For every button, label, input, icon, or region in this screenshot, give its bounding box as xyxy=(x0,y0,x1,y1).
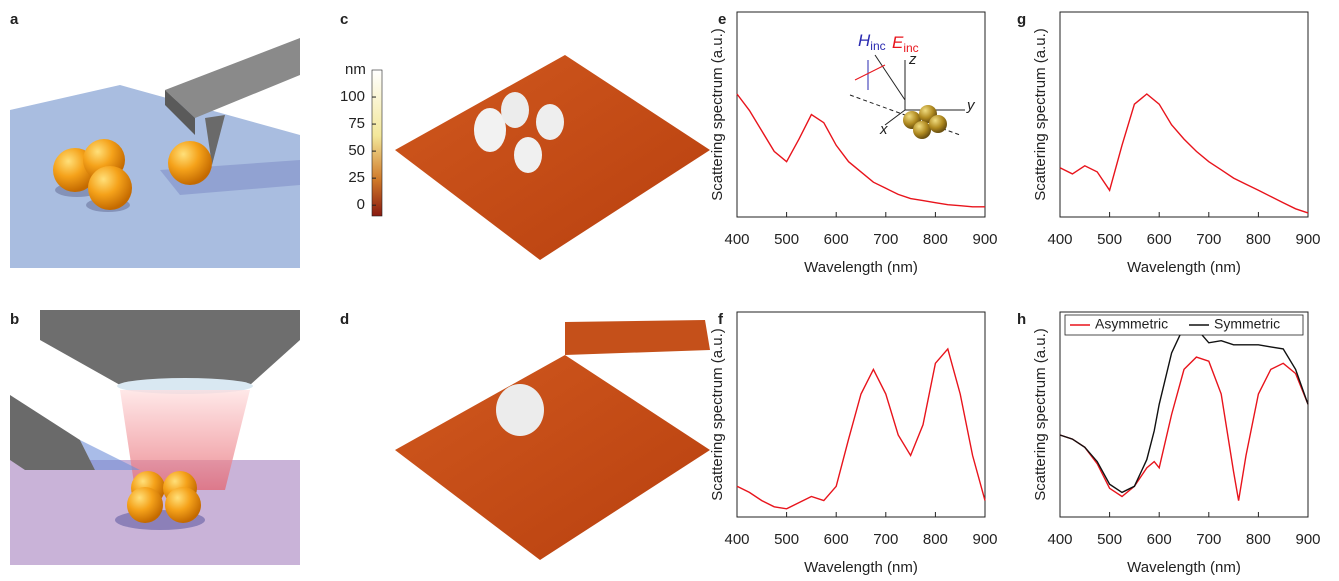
x-tick-label: 600 xyxy=(1147,531,1172,548)
panel-label: d xyxy=(340,311,349,328)
legend-label: Symmetric xyxy=(1214,316,1280,332)
illustration-b xyxy=(10,310,300,565)
x-axis-label: Wavelength (nm) xyxy=(804,559,918,576)
panel-label: f xyxy=(718,311,724,328)
x-tick-label: 900 xyxy=(1295,231,1320,248)
colorbar-tick-label: 100 xyxy=(340,88,365,105)
colorbar-tick-label: 0 xyxy=(357,196,365,213)
x-tick-label: 700 xyxy=(1196,231,1221,248)
colorbar xyxy=(372,70,382,216)
x-axis-label: Wavelength (nm) xyxy=(804,259,918,276)
x-tick-label: 900 xyxy=(1295,531,1320,548)
illustration-a xyxy=(10,38,300,268)
plot-frame xyxy=(737,312,985,517)
panel-label: h xyxy=(1017,311,1026,328)
panel-label: a xyxy=(10,11,19,28)
x-tick-label: 700 xyxy=(873,231,898,248)
colorbar-tick-label: 50 xyxy=(348,142,365,159)
afm-image-d xyxy=(395,320,710,560)
x-tick-label: 400 xyxy=(724,531,749,548)
legend-label: Asymmetric xyxy=(1095,316,1168,332)
spectrum-line xyxy=(737,349,985,509)
x-tick-label: 600 xyxy=(1147,231,1172,248)
x-tick-label: 800 xyxy=(1246,231,1271,248)
x-tick-label: 900 xyxy=(972,531,997,548)
x-tick-label: 800 xyxy=(1246,531,1271,548)
x-tick-label: 500 xyxy=(774,231,799,248)
afm-image-c xyxy=(395,55,710,260)
spectrum-line xyxy=(737,94,985,207)
axis-x-label: x xyxy=(879,121,888,138)
panel-label: b xyxy=(10,311,19,328)
x-axis-label: Wavelength (nm) xyxy=(1127,259,1241,276)
h-field-label: Hinc xyxy=(858,31,886,53)
colorbar-label: nm xyxy=(345,61,366,78)
series-line xyxy=(1060,357,1308,501)
axis-y-label: y xyxy=(966,97,976,114)
y-axis-label: Scattering spectrum (a.u.) xyxy=(1032,328,1049,501)
panel-label: g xyxy=(1017,11,1026,28)
x-tick-label: 500 xyxy=(1097,531,1122,548)
e-symbol: E xyxy=(892,33,904,52)
plot-frame xyxy=(1060,312,1308,517)
colorbar-tick-label: 25 xyxy=(348,169,365,186)
panel-label: e xyxy=(718,11,726,28)
series-line xyxy=(1060,326,1308,492)
x-tick-label: 800 xyxy=(923,231,948,248)
figure: Hinc Einc x y z a b c d e f g h nm 100 75 50 25 0 400 5… xyxy=(0,0,1339,581)
x-tick-label: 400 xyxy=(1047,531,1072,548)
x-tick-label: 900 xyxy=(972,231,997,248)
inset-e: Hinc Einc x y z xyxy=(850,31,976,139)
y-axis-label: Scattering spectrum (a.u.) xyxy=(709,28,726,201)
colorbar-tick-label: 75 xyxy=(348,115,365,132)
x-tick-label: 500 xyxy=(774,531,799,548)
h-subscript: inc xyxy=(870,39,885,53)
spectrum-line xyxy=(1060,94,1308,213)
x-tick-label: 700 xyxy=(1196,531,1221,548)
x-tick-label: 600 xyxy=(824,231,849,248)
axis-z-label: z xyxy=(908,51,917,68)
y-axis-label: Scattering spectrum (a.u.) xyxy=(709,328,726,501)
h-symbol: H xyxy=(858,31,871,50)
x-tick-label: 600 xyxy=(824,531,849,548)
x-tick-label: 400 xyxy=(1047,231,1072,248)
x-axis-label: Wavelength (nm) xyxy=(1127,559,1241,576)
y-axis-label: Scattering spectrum (a.u.) xyxy=(1032,28,1049,201)
x-tick-label: 800 xyxy=(923,531,948,548)
x-tick-label: 400 xyxy=(724,231,749,248)
plot-frame xyxy=(1060,12,1308,217)
panel-label: c xyxy=(340,11,348,28)
x-tick-label: 700 xyxy=(873,531,898,548)
x-tick-label: 500 xyxy=(1097,231,1122,248)
